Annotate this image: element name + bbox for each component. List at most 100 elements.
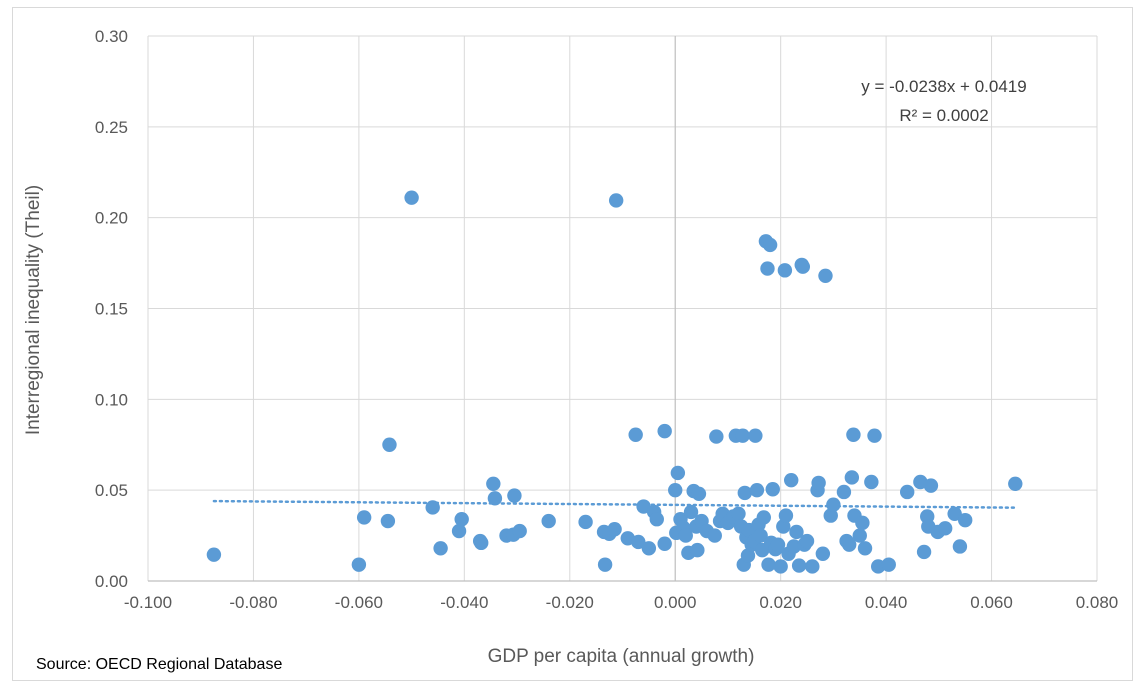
x-tick-label: -0.060 bbox=[335, 593, 383, 612]
data-point bbox=[425, 500, 440, 515]
data-point bbox=[900, 484, 915, 500]
data-point bbox=[541, 513, 556, 529]
data-point bbox=[923, 478, 939, 493]
data-point bbox=[805, 559, 820, 574]
data-point bbox=[826, 497, 841, 512]
data-point bbox=[670, 465, 686, 481]
data-point bbox=[356, 510, 372, 525]
data-point bbox=[765, 482, 780, 497]
data-point bbox=[631, 534, 646, 550]
data-point bbox=[748, 428, 763, 443]
data-point bbox=[760, 261, 775, 276]
data-point bbox=[770, 537, 786, 552]
data-point bbox=[778, 508, 794, 523]
data-point bbox=[351, 557, 367, 572]
y-tick-label: 0.05 bbox=[95, 481, 128, 500]
data-point bbox=[857, 541, 873, 556]
data-point bbox=[952, 539, 968, 554]
data-point bbox=[433, 541, 448, 556]
chart-frame bbox=[12, 7, 1133, 681]
x-tick-label: -0.080 bbox=[229, 593, 277, 612]
data-point bbox=[823, 508, 838, 523]
data-point bbox=[916, 544, 932, 560]
data-point bbox=[691, 486, 707, 501]
y-tick-label: 0.10 bbox=[95, 390, 128, 409]
data-point bbox=[762, 237, 778, 253]
data-point bbox=[749, 482, 765, 498]
data-point bbox=[842, 537, 857, 552]
data-point bbox=[867, 428, 882, 443]
data-point bbox=[608, 193, 624, 208]
data-point bbox=[649, 512, 664, 527]
x-tick-label: -0.100 bbox=[124, 593, 172, 612]
y-axis-title: Interregional inequality (Theil) bbox=[23, 185, 44, 435]
data-point bbox=[799, 533, 815, 549]
x-tick-label: 0.000 bbox=[654, 593, 697, 612]
data-point bbox=[740, 548, 756, 563]
data-point bbox=[607, 522, 622, 537]
data-point bbox=[852, 528, 867, 543]
data-point bbox=[507, 488, 522, 503]
data-point bbox=[657, 423, 672, 439]
data-point bbox=[844, 470, 860, 485]
x-tick-label: 0.020 bbox=[759, 593, 802, 612]
data-point bbox=[773, 559, 788, 574]
data-point bbox=[657, 536, 672, 551]
data-point bbox=[756, 510, 771, 525]
trendline bbox=[212, 499, 1017, 509]
data-point bbox=[753, 528, 768, 543]
x-axis-title: GDP per capita (annual growth) bbox=[488, 646, 755, 667]
data-point bbox=[668, 482, 683, 498]
data-point bbox=[1008, 476, 1023, 492]
data-point bbox=[957, 512, 973, 528]
data-point bbox=[678, 528, 693, 543]
data-point bbox=[947, 506, 962, 521]
y-tick-label: 0.25 bbox=[95, 118, 128, 137]
data-point bbox=[761, 557, 776, 572]
data-point bbox=[709, 429, 724, 444]
data-point bbox=[683, 504, 699, 520]
data-point bbox=[628, 427, 643, 442]
data-point bbox=[641, 541, 657, 556]
data-point bbox=[881, 557, 896, 572]
y-tick-label: 0.00 bbox=[95, 572, 128, 591]
data-point bbox=[731, 506, 746, 521]
r-squared-label: R² = 0.0002 bbox=[899, 106, 988, 125]
data-point bbox=[836, 484, 852, 500]
data-point bbox=[737, 485, 753, 501]
data-point bbox=[472, 533, 488, 549]
data-point bbox=[451, 523, 467, 539]
y-tick-label: 0.15 bbox=[95, 300, 128, 319]
points-layer bbox=[206, 190, 1023, 574]
x-tick-label: 0.040 bbox=[865, 593, 908, 612]
data-point bbox=[937, 521, 953, 536]
data-point bbox=[784, 472, 799, 488]
data-point bbox=[690, 542, 705, 558]
x-tick-label: 0.080 bbox=[1076, 593, 1119, 612]
data-point bbox=[735, 428, 750, 443]
data-point bbox=[597, 557, 613, 572]
data-point bbox=[454, 512, 469, 527]
data-point bbox=[380, 513, 396, 529]
data-point bbox=[512, 523, 527, 539]
data-point bbox=[707, 528, 722, 543]
data-point bbox=[811, 475, 826, 491]
grid-layer bbox=[147, 35, 1098, 581]
y-tick-label: 0.30 bbox=[95, 27, 128, 46]
data-point bbox=[382, 437, 397, 452]
x-tick-label: -0.040 bbox=[440, 593, 488, 612]
data-point bbox=[795, 259, 811, 274]
data-point bbox=[777, 263, 793, 278]
data-point bbox=[846, 427, 861, 442]
data-point bbox=[486, 476, 501, 492]
data-point bbox=[818, 268, 833, 283]
data-point bbox=[791, 558, 807, 573]
source-note: Source: OECD Regional Database bbox=[36, 656, 282, 673]
trendline-equation: y = -0.0238x + 0.0419 bbox=[861, 77, 1026, 96]
data-point bbox=[404, 190, 419, 205]
x-tick-label: 0.060 bbox=[970, 593, 1013, 612]
data-point bbox=[864, 474, 879, 490]
y-tick-label: 0.20 bbox=[95, 209, 128, 228]
data-point bbox=[487, 491, 503, 506]
